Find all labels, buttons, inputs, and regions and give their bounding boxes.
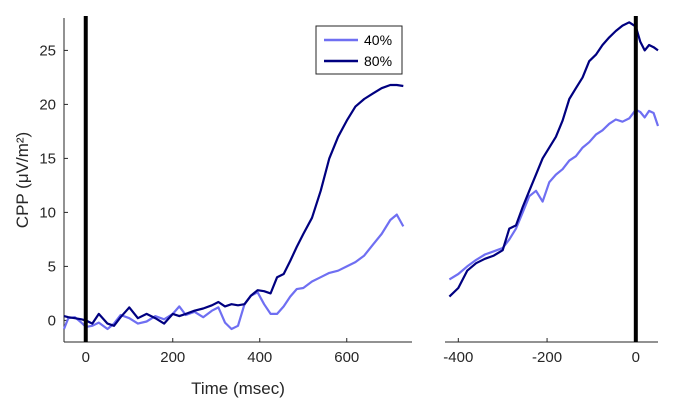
left-x-tick-label: 600 — [334, 349, 359, 366]
right-x-tick-label: -200 — [532, 349, 562, 366]
right-series-40pct-line — [448, 108, 660, 281]
response-locked-panel: -400 -200 0 — [443, 16, 660, 366]
right-x-tick-label: -400 — [443, 349, 473, 366]
left-y-tick-label: 25 — [39, 42, 56, 59]
left-x-tick-label: 400 — [247, 349, 272, 366]
legend: 40%80% — [315, 25, 403, 75]
y-axis-title: CPP (μV/m²) — [13, 132, 32, 228]
legend-label-80pct: 80% — [364, 53, 392, 69]
left-y-tick-label: 10 — [39, 204, 56, 221]
x-axis-title: Time (msec) — [191, 379, 285, 398]
left-x-tick-label: 200 — [160, 349, 185, 366]
right-x-tick-label: 0 — [632, 349, 640, 366]
left-y-tick-label: 5 — [48, 258, 56, 275]
left-series-40pct-line — [62, 213, 405, 331]
right-series-80pct-line — [448, 21, 659, 298]
left-series-80pct-line — [63, 83, 404, 327]
stimulus-locked-panel: 0 200 400 600 0 5 10 15 20 25 — [39, 16, 412, 366]
legend-label-40pct: 40% — [364, 32, 392, 48]
left-x-tick-label: 0 — [82, 349, 90, 366]
left-y-tick-label: 20 — [39, 96, 56, 113]
left-y-tick-label: 15 — [39, 150, 56, 167]
legend-box — [315, 25, 403, 75]
left-y-tick-label: 0 — [48, 312, 56, 329]
